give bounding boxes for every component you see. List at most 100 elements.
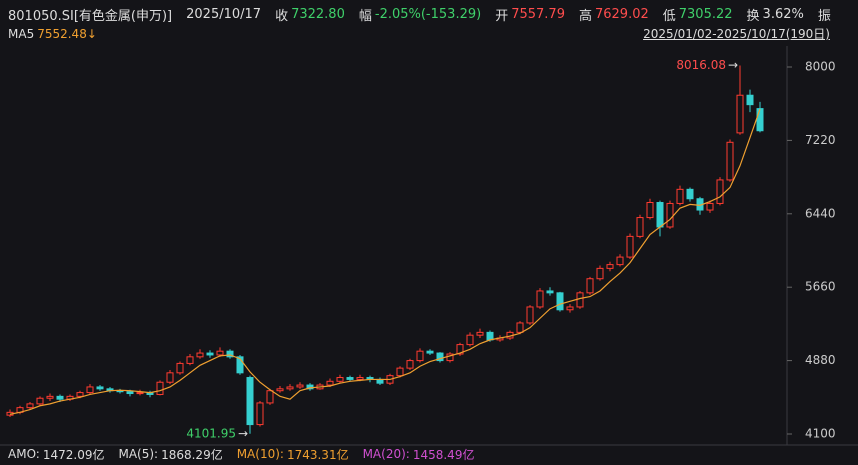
footer-value: 1472.09亿	[42, 447, 105, 462]
candle-body	[86, 386, 94, 394]
candle-body	[416, 350, 424, 362]
field-label: 收	[275, 8, 289, 24]
candle-body	[276, 388, 284, 392]
code: 801050.SI[有色金属(申万)]	[8, 8, 173, 24]
footer-value: 1868.29亿	[161, 447, 223, 462]
field-value: -2.05%(-153.29)	[374, 6, 482, 22]
candle-body	[646, 202, 654, 219]
candle-body	[326, 380, 334, 386]
header: 801050.SI[有色金属(申万)] 2025/10/17 收 7322.80 幅…	[8, 4, 834, 24]
candle-body	[676, 188, 684, 204]
candle-body	[196, 352, 204, 358]
candle-body	[56, 395, 64, 400]
ma-name: MA5	[8, 27, 35, 41]
ma-value: 7552.48	[37, 27, 87, 41]
candle-body	[26, 403, 34, 409]
candle-body	[466, 334, 474, 346]
candle-body	[516, 322, 524, 333]
ma-line	[9, 108, 761, 415]
footer-value: 1458.49亿	[412, 447, 475, 462]
candle-body	[436, 352, 444, 362]
candle-body	[176, 362, 184, 374]
candle-body	[736, 94, 744, 134]
max-arrow: →	[728, 58, 738, 72]
field-label: 高	[578, 8, 592, 24]
candle-body	[526, 306, 534, 324]
candle-body	[46, 395, 54, 399]
candle-body	[586, 278, 594, 294]
candle-body	[636, 217, 644, 237]
candle-body	[356, 377, 364, 380]
candle-body	[76, 392, 84, 397]
candle-body	[186, 356, 194, 364]
field-label: 幅	[358, 8, 372, 24]
ma-trend: ↓	[86, 27, 97, 41]
y-tick-label: 4880	[805, 353, 836, 367]
candle-body	[666, 202, 674, 228]
candle-body	[266, 390, 274, 404]
candle-body	[336, 377, 344, 382]
max-label: 8016.08	[676, 58, 726, 72]
min-arrow: →	[238, 426, 248, 440]
candle-body	[206, 352, 214, 356]
footer-label: MA(5):	[118, 447, 159, 461]
candle-body	[716, 179, 724, 204]
footer-value: 1743.31亿	[286, 447, 349, 462]
candle-body	[126, 391, 134, 395]
y-tick-label: 7220	[805, 133, 836, 147]
candle-body	[456, 344, 464, 355]
candle-body	[346, 377, 354, 380]
field-label: 低	[662, 8, 676, 24]
candle-body	[596, 267, 604, 280]
candle-body	[546, 290, 554, 294]
candle-body	[156, 381, 164, 395]
candle-body	[296, 384, 304, 388]
candle-body	[216, 350, 224, 356]
date-range[interactable]: 2025/01/02-2025/10/17(190日)	[643, 27, 830, 41]
field-label: 振	[817, 8, 831, 24]
candle-body	[656, 202, 664, 228]
candle-body	[306, 384, 314, 390]
field-label: 开	[495, 8, 509, 24]
candle-body	[286, 386, 294, 390]
candle-body	[136, 392, 144, 395]
field-value: 3.62%	[762, 6, 804, 22]
field-label: 换	[746, 8, 760, 24]
ma-legend: MA5 7552.48 ↓	[8, 25, 97, 43]
candle-body	[246, 377, 254, 426]
min-label: 4101.95	[186, 426, 236, 440]
footer-label: MA(10):	[236, 447, 284, 461]
candle-body	[226, 350, 234, 358]
y-tick-label: 6440	[805, 206, 836, 220]
candle-body	[486, 331, 494, 341]
candle-body	[566, 306, 574, 311]
date: 2025/10/17	[186, 6, 262, 22]
field-value: 7305.22	[678, 6, 733, 22]
candle-body	[606, 264, 614, 269]
footer-label: AMO:	[8, 447, 40, 461]
footer: AMO: 1472.09亿 MA(5): 1868.29亿 MA(10): 1743.31…	[8, 445, 474, 463]
candle-body	[256, 402, 264, 426]
candle-body	[706, 202, 714, 211]
candle-body	[746, 94, 754, 106]
candle-body	[166, 372, 174, 383]
candle-body	[426, 350, 434, 354]
field-value: 7322.80	[291, 6, 345, 22]
footer-label: MA(20):	[362, 447, 410, 461]
candle-body	[406, 360, 414, 369]
candle-body	[616, 256, 624, 266]
candle-body	[756, 108, 764, 132]
candle-body	[396, 367, 404, 377]
y-tick-label: 8000	[805, 60, 836, 74]
candle-body	[476, 331, 484, 336]
candle-body	[236, 356, 244, 374]
candle-body	[556, 292, 564, 311]
y-tick-label: 5660	[805, 280, 836, 294]
candle-body	[96, 386, 104, 390]
candle-body	[36, 397, 44, 405]
field-value: 7629.02	[594, 6, 649, 22]
field-value: 7557.79	[511, 6, 565, 22]
candle-body	[726, 141, 734, 181]
